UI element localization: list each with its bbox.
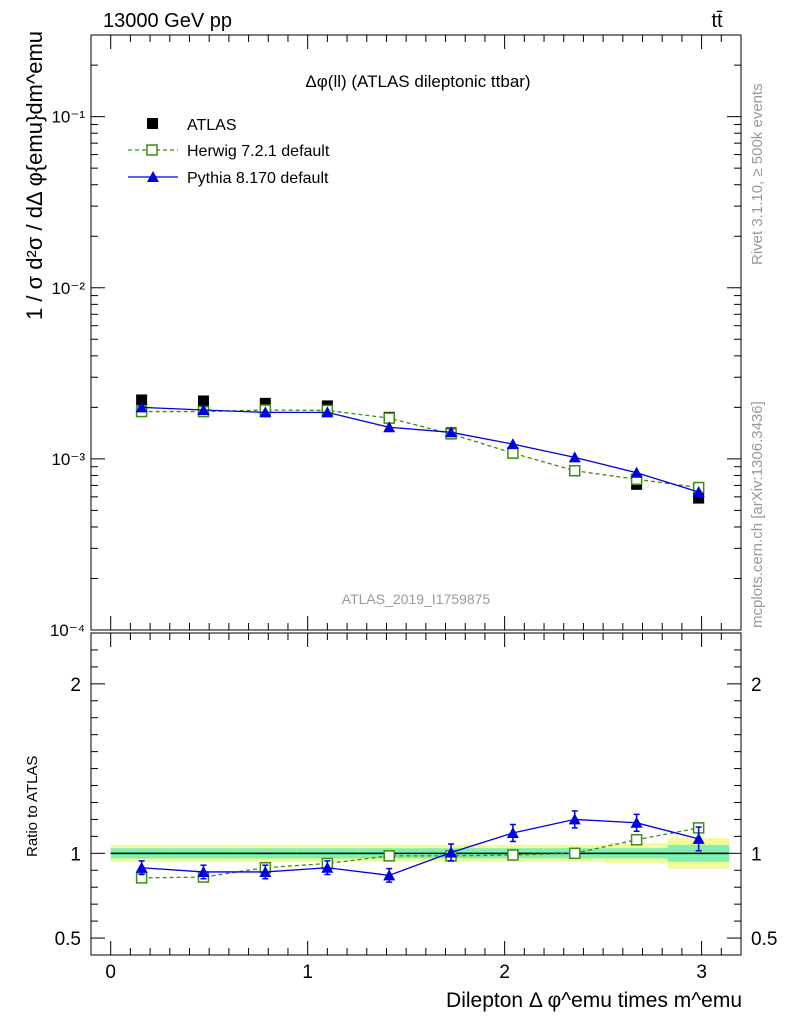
ratio-y-tick-label-left: 1: [70, 844, 81, 865]
data-point-pythia: [135, 401, 148, 413]
main-y-axis-label: 1 / σ d²σ / dΔ φ{emu}dm^emu: [22, 31, 47, 320]
y-tick-label: 10⁻⁴: [50, 621, 85, 640]
ratio-y-tick-label-right: 1: [751, 844, 762, 865]
y-label-text: 1 / σ d²σ / dΔ φ{emu}dm^emu: [22, 31, 47, 320]
series-line-pythia: [141, 406, 699, 493]
data-point-pythia: [568, 813, 581, 825]
x-axis-label: Dilepton Δ φ^emu times m^emu: [446, 989, 742, 1012]
legend-marker-herwig: [146, 144, 158, 156]
data-point-atlas: [197, 395, 209, 407]
data-point-atlas: [693, 492, 705, 504]
mcplots-label: mcplots.cern.ch [arXiv:1306.3436]: [749, 401, 766, 628]
x-tick-label: 0: [105, 962, 116, 983]
data-point-pythia: [445, 426, 458, 438]
process-label: tt̄: [711, 10, 723, 32]
legend-label-pythia: Pythia 8.170 default: [187, 170, 329, 187]
y-tick-label: 10⁻³: [51, 450, 85, 469]
data-point-pythia: [259, 406, 272, 418]
data-point-pythia: [568, 451, 581, 463]
ratio-y-tick-labels: 0.5 0.5 1 1 2 2: [55, 675, 778, 950]
data-point-pythia: [259, 865, 272, 877]
data-point-pythia: [506, 826, 519, 838]
data-point-pythia: [383, 869, 396, 881]
y-tick-label: 10⁻²: [51, 279, 85, 298]
series-line-herwig: [141, 409, 699, 489]
ratio-y-tick-label-right: 0.5: [751, 929, 777, 950]
main-axis-ticks: [91, 35, 741, 631]
legend-label-herwig: Herwig 7.2.1 default: [187, 143, 330, 160]
data-point-pythia: [383, 421, 396, 433]
main-series-layer: [135, 394, 705, 504]
legend: ATLAS Herwig 7.2.1 default Pythia 8.170 …: [128, 117, 330, 187]
data-point-atlas: [136, 394, 148, 406]
legend-marker-atlas: [147, 118, 158, 129]
ratio-y-tick-label-right: 2: [751, 675, 762, 696]
data-point-atlas: [259, 397, 271, 409]
plot-title: Δφ(ll) (ATLAS dileptonic ttbar): [305, 72, 530, 91]
ratio-axis-ticks: [91, 633, 741, 955]
data-point-pythia: [692, 486, 705, 498]
data-point-pythia: [321, 406, 334, 418]
ratio-y-axis-label: Ratio to ATLAS: [24, 756, 41, 857]
legend-label-atlas: ATLAS: [187, 117, 237, 134]
main-panel-frame: [90, 34, 742, 631]
data-point-pythia: [692, 832, 705, 844]
data-point-herwig: [507, 849, 519, 861]
x-tick-label: 3: [696, 962, 707, 983]
rivet-label: Rivet 3.1.10, ≥ 500k events: [749, 83, 766, 265]
data-point-pythia: [197, 404, 210, 416]
ratio-series-layer: [135, 810, 705, 884]
data-point-herwig: [383, 850, 395, 862]
ratio-panel-frame: [90, 632, 742, 956]
data-point-herwig: [507, 447, 519, 459]
series-line-pythia: [141, 818, 699, 877]
ratio-y-tick-label-left: 0.5: [55, 929, 81, 950]
data-point-herwig: [569, 464, 581, 477]
data-point-herwig: [630, 834, 643, 846]
data-point-pythia: [197, 865, 210, 877]
data-point-pythia: [630, 816, 643, 828]
energy-label: 13000 GeV pp: [103, 10, 232, 32]
x-tick-labels: 0 1 2 3: [105, 962, 706, 983]
analysis-watermark: ATLAS_2019_I1759875: [342, 591, 491, 607]
data-point-pythia: [135, 861, 148, 873]
ratio-y-tick-label-left: 2: [70, 675, 81, 696]
y-tick-label: 10⁻¹: [51, 108, 85, 127]
data-point-herwig: [569, 847, 581, 860]
data-point-pythia: [506, 438, 519, 450]
legend-marker-pythia: [147, 171, 159, 182]
data-point-pythia: [630, 466, 643, 478]
main-y-tick-labels: 10⁻⁴ 10⁻³ 10⁻² 10⁻¹: [50, 108, 86, 640]
data-point-pythia: [321, 861, 334, 873]
x-tick-label: 2: [499, 962, 510, 983]
x-tick-label: 1: [302, 962, 313, 983]
data-point-pythia: [445, 846, 458, 858]
